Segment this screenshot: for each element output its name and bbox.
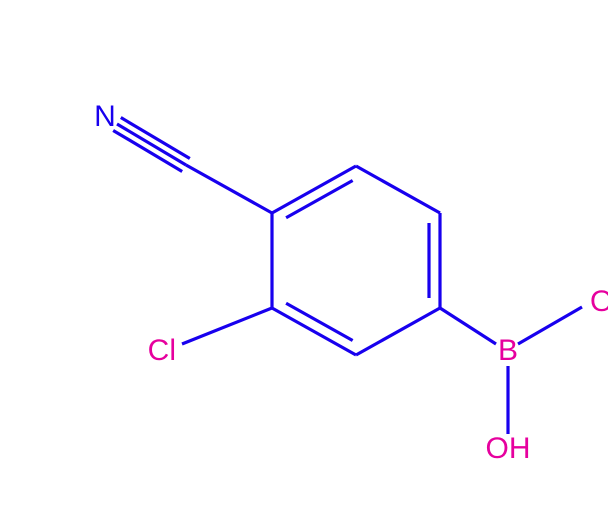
svg-text:B: B xyxy=(498,334,518,367)
svg-text:OH: OH xyxy=(590,285,608,318)
svg-text:N: N xyxy=(94,100,116,133)
svg-text:Cl: Cl xyxy=(148,334,176,367)
svg-text:OH: OH xyxy=(486,432,531,465)
